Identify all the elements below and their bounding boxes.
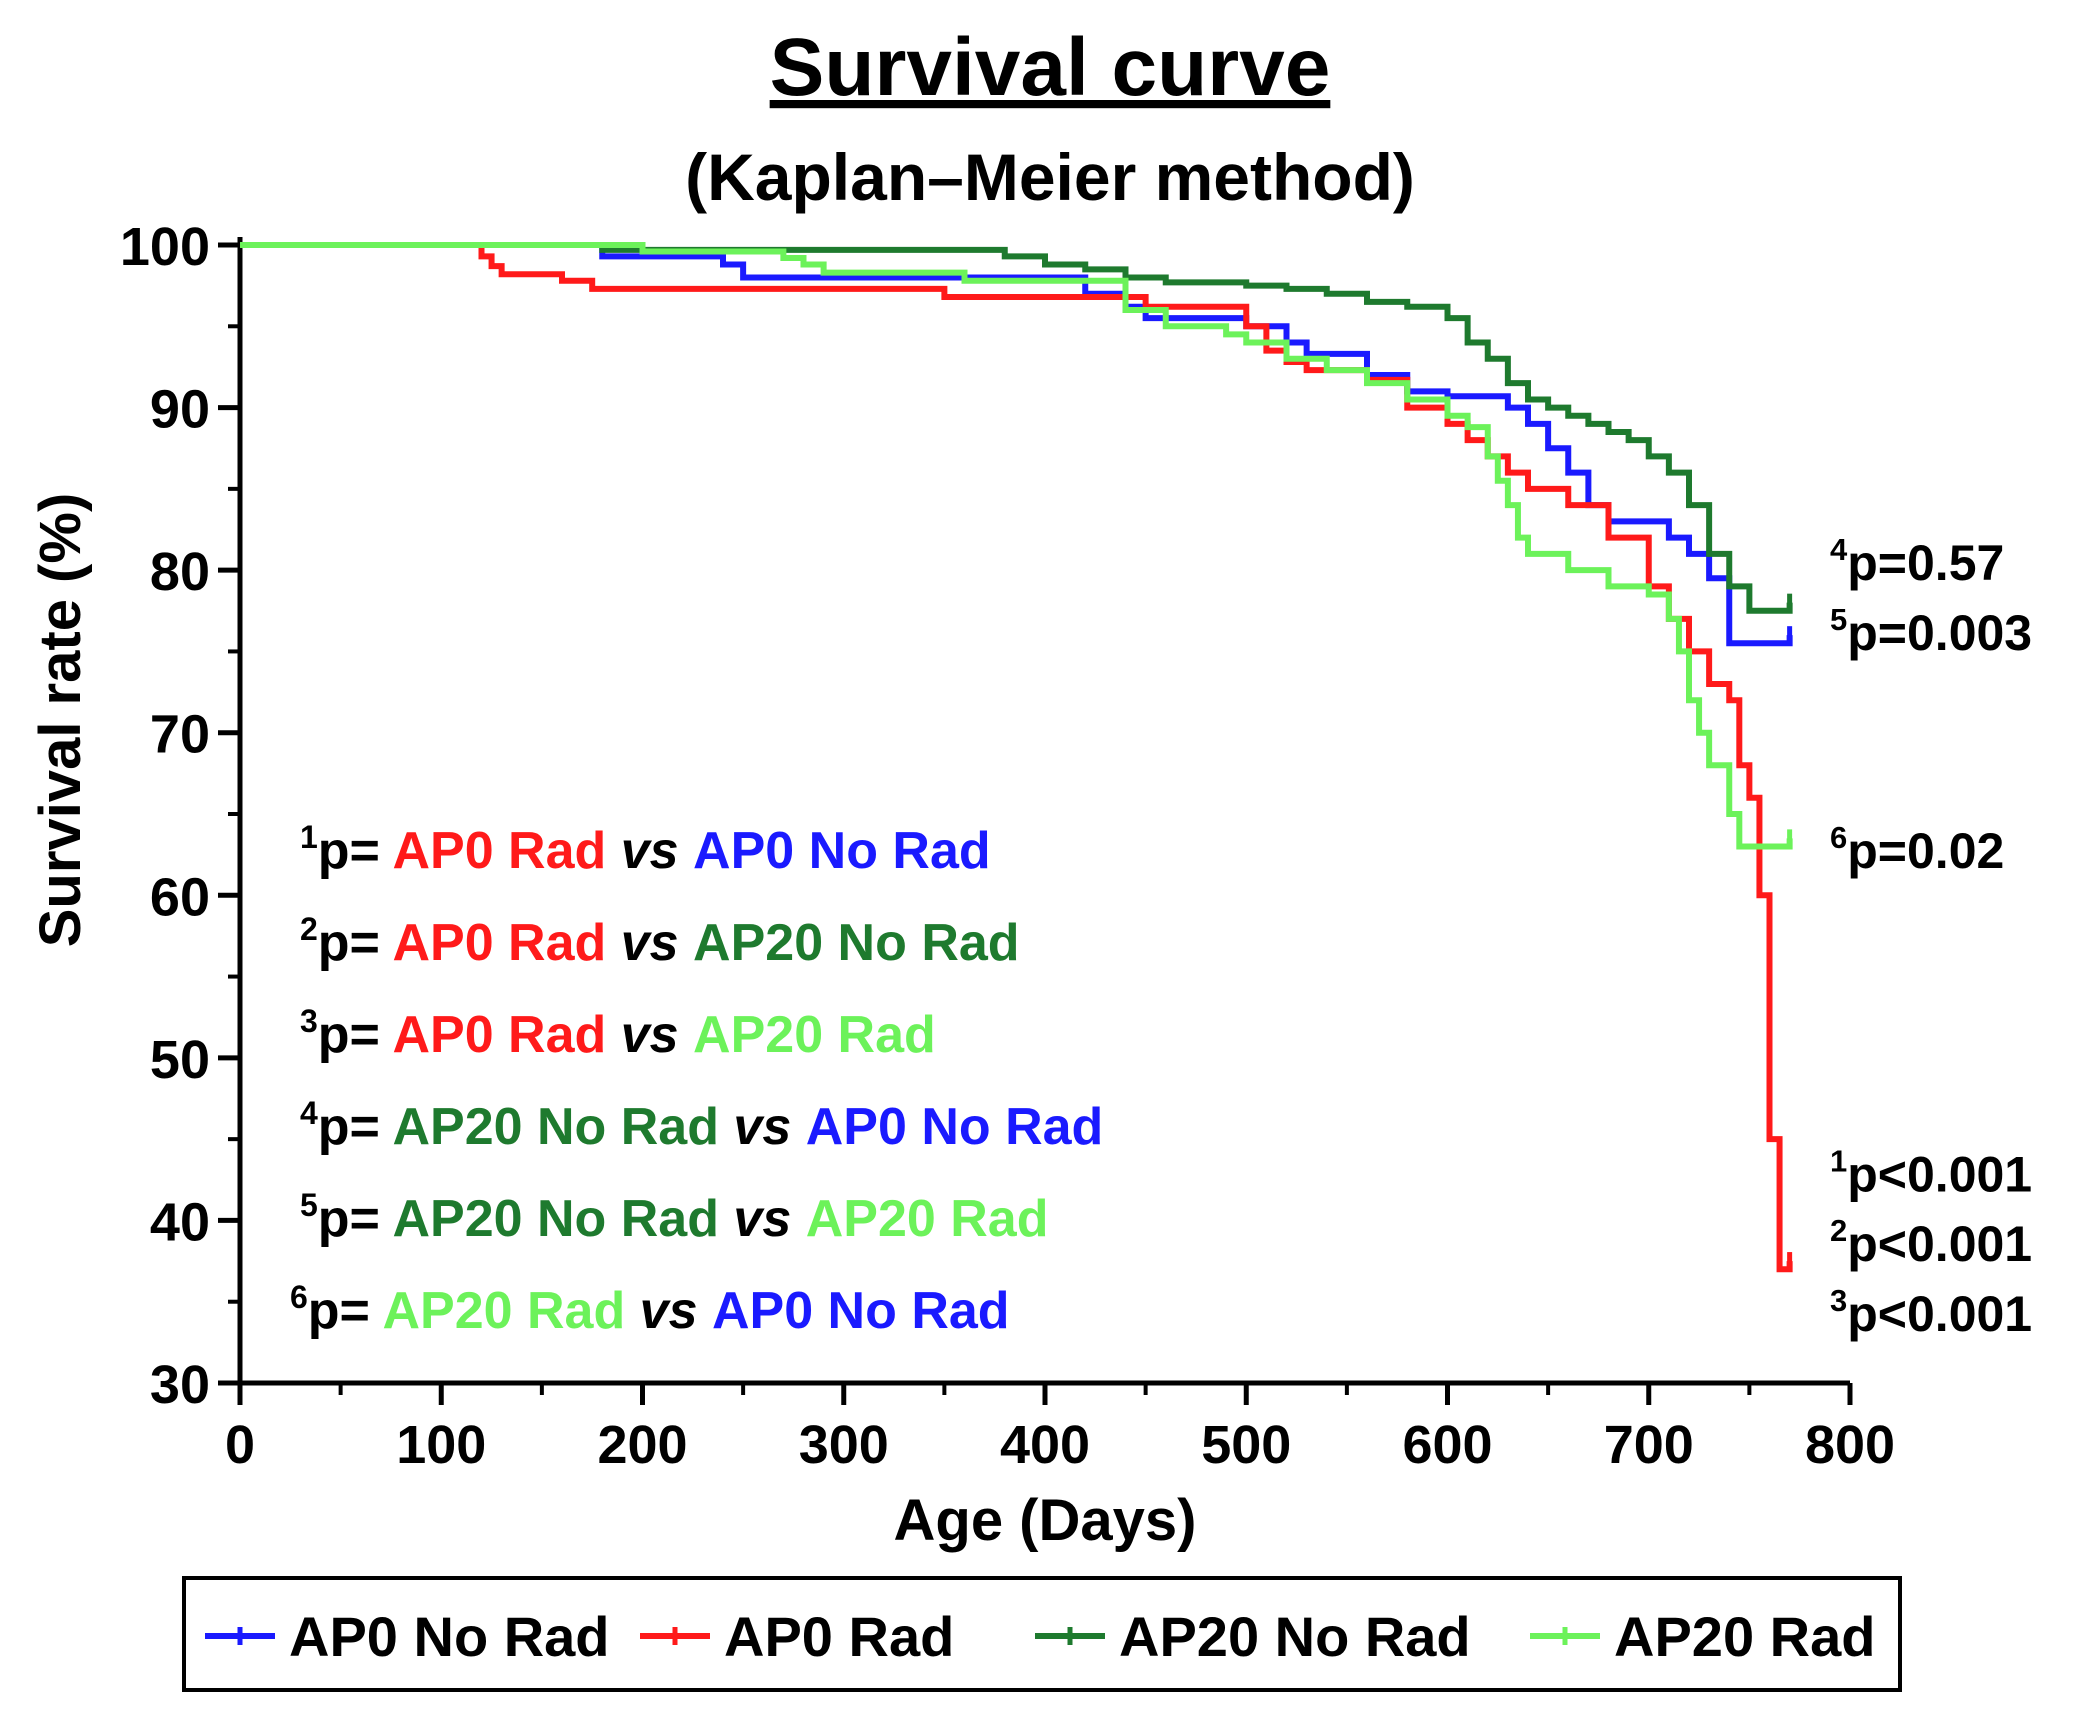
footnote-number: 2 bbox=[300, 911, 318, 947]
comparison-part: AP0 No Rad bbox=[693, 822, 991, 880]
legend-label-ap0-rad: AP0 Rad bbox=[724, 1605, 954, 1668]
footnote-number: 4 bbox=[300, 1095, 318, 1131]
p-value-text: p<0.001 bbox=[1847, 1286, 2032, 1342]
p-value-text: p=0.003 bbox=[1847, 605, 2032, 661]
p-value-text: p<0.001 bbox=[1847, 1216, 2032, 1272]
p-value-label: 6p=0.02 bbox=[1830, 820, 2004, 879]
comparison-legend-line: 2p= AP0 Rad vs AP20 No Rad bbox=[300, 911, 1020, 972]
comparison-part: vs bbox=[606, 1006, 693, 1064]
footnote-number: 2 bbox=[1830, 1213, 1847, 1248]
footnote-number: 3 bbox=[300, 1003, 318, 1039]
y-tick-label: 90 bbox=[150, 380, 210, 440]
comparison-part: vs bbox=[606, 914, 693, 972]
p-value-text: p=0.02 bbox=[1847, 823, 2004, 879]
comparison-part: AP0 Rad bbox=[392, 914, 606, 972]
y-tick-label: 80 bbox=[150, 542, 210, 602]
p-value-label: 1p<0.001 bbox=[1830, 1143, 2032, 1202]
legend: AP0 No Rad AP0 Rad AP20 No Rad AP20 Rad bbox=[182, 1576, 1902, 1692]
comparison-part: p= bbox=[318, 822, 393, 880]
comparison-part: vs bbox=[625, 1282, 712, 1340]
p-value-label: 5p=0.003 bbox=[1830, 602, 2032, 661]
y-tick-label: 50 bbox=[150, 1030, 210, 1090]
p-value-label: 3p<0.001 bbox=[1830, 1283, 2032, 1342]
chart-subtitle: (Kaplan–Meier method) bbox=[685, 140, 1415, 214]
comparison-part: AP20 No Rad bbox=[392, 1098, 719, 1156]
plot-area: 30 40 50 60 70 80 90 100 0 100 200 300 400 500 600 700 8… bbox=[120, 217, 2032, 1475]
x-tick-label: 100 bbox=[396, 1415, 486, 1475]
footnote-number: 5 bbox=[1830, 602, 1847, 637]
y-axis-label: Survival rate (%) bbox=[28, 493, 93, 948]
series-line-ap0-no-rad bbox=[240, 242, 1793, 647]
x-tick-label: 400 bbox=[1000, 1415, 1090, 1475]
comparison-part: AP20 No Rad bbox=[392, 1190, 719, 1248]
comparison-part: vs bbox=[719, 1190, 806, 1248]
series-line-ap20-rad bbox=[240, 242, 1793, 850]
comparison-legend-line: 6p= AP20 Rad vs AP0 No Rad bbox=[290, 1279, 1010, 1340]
x-tick-label: 600 bbox=[1402, 1415, 1492, 1475]
comparison-part: vs bbox=[719, 1098, 806, 1156]
comparison-part: AP0 Rad bbox=[392, 1006, 606, 1064]
footnote-number: 6 bbox=[1830, 820, 1847, 855]
comparison-legend-line: 1p= AP0 Rad vs AP0 No Rad bbox=[300, 819, 991, 880]
footnote-number: 6 bbox=[290, 1279, 308, 1315]
x-tick-label: 800 bbox=[1805, 1415, 1895, 1475]
x-tick-label: 0 bbox=[225, 1415, 255, 1475]
p-value-label: 4p=0.57 bbox=[1830, 532, 2004, 591]
chart-title: Survival curve bbox=[770, 22, 1331, 113]
x-tick-label: 500 bbox=[1201, 1415, 1291, 1475]
comparison-part: p= bbox=[308, 1282, 383, 1340]
p-value-label: 2p<0.001 bbox=[1830, 1213, 2032, 1272]
comparison-part: AP20 Rad bbox=[806, 1190, 1049, 1248]
footnote-number: 1 bbox=[300, 819, 318, 855]
legend-label-ap20-no-rad: AP20 No Rad bbox=[1119, 1605, 1471, 1668]
comparison-part: AP0 Rad bbox=[392, 822, 606, 880]
x-axis-label: Age (Days) bbox=[894, 1488, 1197, 1553]
comparison-legend-line: 3p= AP0 Rad vs AP20 Rad bbox=[300, 1003, 936, 1064]
comparison-part: AP20 No Rad bbox=[693, 914, 1020, 972]
x-tick-label: 200 bbox=[597, 1415, 687, 1475]
p-value-text: p=0.57 bbox=[1847, 535, 2004, 591]
footnote-number: 5 bbox=[300, 1187, 318, 1223]
comparison-part: p= bbox=[318, 1098, 393, 1156]
y-tick-label: 40 bbox=[150, 1192, 210, 1252]
y-tick-label: 60 bbox=[150, 867, 210, 927]
x-tick-label: 300 bbox=[799, 1415, 889, 1475]
x-tick-label: 700 bbox=[1604, 1415, 1694, 1475]
comparison-part: p= bbox=[318, 1006, 393, 1064]
comparison-part: p= bbox=[318, 914, 393, 972]
y-tick-label: 100 bbox=[120, 217, 210, 277]
comparison-part: AP0 No Rad bbox=[712, 1282, 1010, 1340]
series-line-ap20-no-rad bbox=[240, 242, 1793, 614]
footnote-number: 4 bbox=[1830, 532, 1848, 567]
comparison-legend-line: 4p= AP20 No Rad vs AP0 No Rad bbox=[300, 1095, 1103, 1156]
footnote-number: 1 bbox=[1830, 1143, 1847, 1178]
footnote-number: 3 bbox=[1830, 1283, 1847, 1318]
y-tick-label: 70 bbox=[150, 705, 210, 765]
y-tick-label: 30 bbox=[150, 1355, 210, 1415]
comparison-part: AP0 No Rad bbox=[806, 1098, 1104, 1156]
legend-label-ap0-no-rad: AP0 No Rad bbox=[289, 1605, 610, 1668]
comparison-part: AP20 Rad bbox=[382, 1282, 625, 1340]
p-value-text: p<0.001 bbox=[1847, 1146, 2032, 1202]
comparison-part: vs bbox=[606, 822, 693, 880]
comparison-legend-line: 5p= AP20 No Rad vs AP20 Rad bbox=[300, 1187, 1048, 1248]
comparison-part: p= bbox=[318, 1190, 393, 1248]
comparison-part: AP20 Rad bbox=[693, 1006, 936, 1064]
legend-label-ap20-rad: AP20 Rad bbox=[1614, 1605, 1875, 1668]
